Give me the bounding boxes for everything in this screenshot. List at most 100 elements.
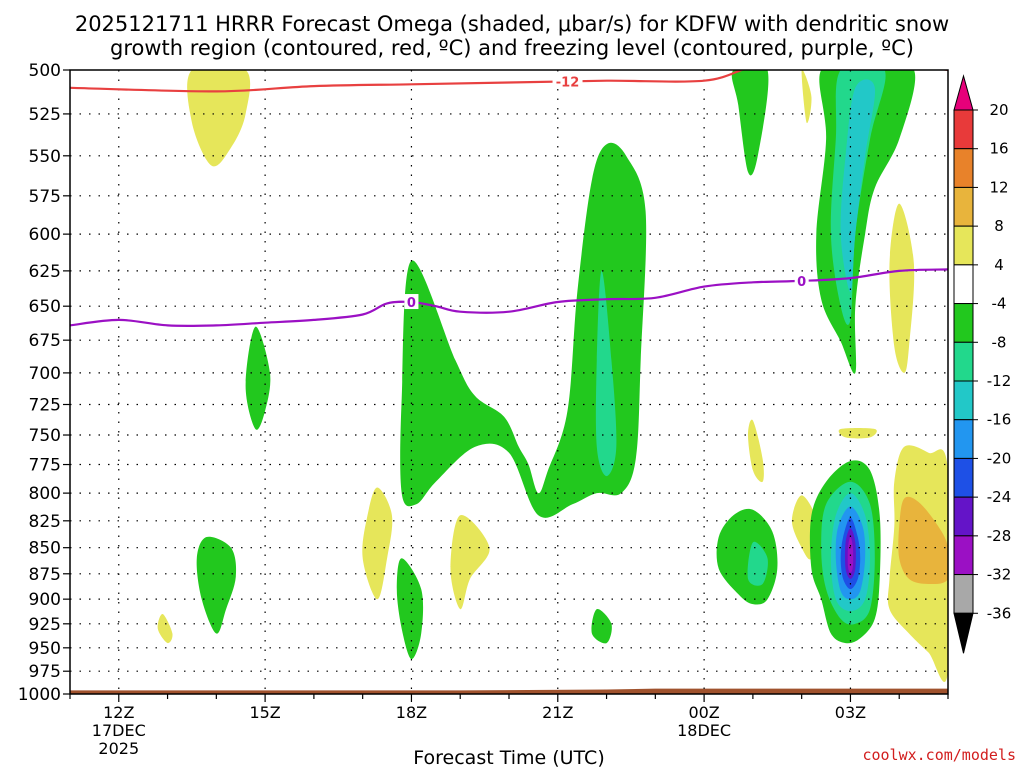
x-tick-label-0-2: 2025 [98, 739, 139, 758]
colorbar-label-5: -4 [992, 295, 1007, 313]
plot-frame [69, 69, 949, 695]
omega-region-11 [801, 70, 812, 124]
ground-layer [70, 688, 948, 694]
colorbar-label-1: 16 [989, 140, 1008, 158]
omega-region-16 [748, 419, 764, 483]
colorbar-segment-5 [953, 303, 974, 343]
colorbar-segment-10 [953, 496, 974, 537]
y-tick-label-625: 625 [29, 262, 61, 282]
y-tick-label-950: 950 [29, 639, 61, 659]
colorbar-segment-6 [953, 341, 974, 382]
y-tick-label-750: 750 [29, 426, 61, 446]
y-tick-label-900: 900 [29, 590, 61, 610]
colorbar-label-6: -8 [992, 333, 1007, 351]
y-tick-label-550: 550 [29, 147, 61, 167]
colorbar-label-9: -20 [987, 449, 1012, 467]
chart-title-line-2: growth region (contoured, red, ºC) and f… [110, 36, 914, 60]
colorbar-label-2: 12 [989, 178, 1008, 196]
y-tick-label-1000: 1000 [18, 685, 61, 705]
y-tick-label-850: 850 [29, 539, 61, 559]
colorbar-segment-8 [953, 419, 974, 459]
contour-line-1 [70, 70, 948, 93]
y-tick-label-775: 775 [29, 456, 61, 476]
y-tick-label-650: 650 [29, 297, 61, 317]
x-tick-label-3-0: 15Z [249, 703, 280, 722]
colorbar-segment-4 [953, 264, 974, 305]
omega-region-14 [840, 79, 876, 293]
colorbar-label-12: -32 [987, 566, 1012, 584]
y-tick-label-700: 700 [29, 364, 61, 384]
omega-region-5 [400, 142, 647, 518]
x-tick-label-12-0: 00Z [688, 703, 719, 722]
omega-region-8 [450, 514, 490, 610]
omega-region-7 [396, 558, 424, 660]
colorbar-label-8: -16 [987, 411, 1012, 429]
y-axis: 500 525 550 575 600 625 650 675 700 725 750 775 800 8… [18, 61, 70, 705]
x-tick-label-0-0: 12Z [103, 703, 134, 722]
omega-region-9 [591, 608, 612, 644]
ground-fill [70, 688, 948, 694]
chart-title-line-1: 2025121711 HRRR Forecast Omega (shaded, … [75, 12, 949, 36]
omega-region-10 [731, 70, 769, 176]
omega-shading [157, 70, 948, 682]
omega-region-0 [187, 70, 251, 167]
contour-label-bg-1-0 [552, 73, 583, 89]
omega-region-1 [245, 326, 271, 430]
grid-lines [70, 70, 948, 694]
y-tick-label-825: 825 [29, 512, 61, 532]
colorbar-segment-7 [953, 380, 974, 421]
colorbar-label-10: -24 [987, 488, 1012, 506]
y-tick-label-975: 975 [29, 662, 61, 682]
colorbar-label-4: 4 [994, 256, 1004, 274]
omega-region-21 [716, 508, 778, 605]
omega-region-17 [838, 427, 877, 439]
y-tick-label-800: 800 [29, 484, 61, 504]
y-tick-label-675: 675 [29, 331, 61, 351]
contour-label-bg-0-0 [404, 294, 419, 310]
x-tick-label-9-0: 21Z [542, 703, 573, 722]
omega-region-6 [595, 270, 617, 477]
contour-label-0-0: 0 [407, 296, 416, 311]
omega-region-3 [196, 536, 237, 634]
colorbar-segment-9 [953, 457, 974, 498]
colorbar-segment-2 [953, 186, 974, 227]
x-axis-title: Forecast Time (UTC) [413, 747, 604, 768]
y-tick-label-725: 725 [29, 395, 61, 415]
colorbar-label-11: -28 [987, 527, 1012, 545]
omega-region-22 [747, 541, 768, 586]
colorbar-bottom-arrow [953, 612, 974, 654]
omega-region-4 [157, 613, 173, 644]
x-tick-label-6-0: 18Z [396, 703, 427, 722]
y-tick-label-575: 575 [29, 187, 61, 207]
y-tick-label-600: 600 [29, 225, 61, 245]
y-tick-label-875: 875 [29, 565, 61, 585]
colorbar-segment-12 [953, 574, 974, 614]
colorbar-segment-0 [953, 109, 974, 150]
contour-line-0 [70, 268, 948, 328]
omega-region-2 [362, 487, 393, 600]
colorbar: 20 16 12 8 4 -4 -8 -12 -16 -20 -24 -28 -32 -36 [953, 74, 1012, 654]
contour-label-bg-0-1 [794, 272, 809, 288]
colorbar-segment-1 [953, 148, 974, 188]
x-tick-label-12-1: 18DEC [677, 721, 731, 740]
y-tick-label-500: 500 [29, 61, 61, 81]
x-tick-label-15-0: 03Z [835, 703, 866, 722]
colorbar-top-arrow [953, 74, 974, 111]
colorbar-label-7: -12 [987, 372, 1012, 390]
x-tick-label-0-1: 17DEC [92, 721, 146, 740]
omega-region-15 [889, 203, 915, 373]
colorbar-label-3: 8 [994, 217, 1004, 235]
colorbar-label-13: -36 [987, 604, 1012, 622]
colorbar-segment-11 [953, 535, 974, 576]
omega-region-20 [898, 496, 948, 585]
colorbar-label-0: 20 [989, 101, 1008, 119]
contour-label-1-0: -12 [556, 75, 580, 90]
y-tick-label-925: 925 [29, 615, 61, 635]
y-tick-label-525: 525 [29, 105, 61, 125]
temperature-contours: 0 0 -12 [70, 70, 948, 328]
contour-label-0-1: 0 [797, 275, 806, 290]
colorbar-segment-3 [953, 225, 974, 266]
credit-text: coolwx.com/models [862, 746, 1016, 764]
